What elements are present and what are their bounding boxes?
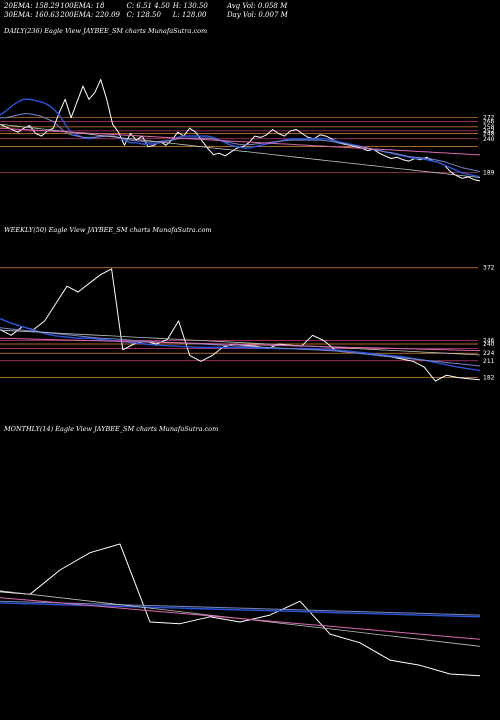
ema200-readout: 200EMA: 220.09: [60, 11, 121, 19]
daily-ema200-line: [0, 127, 481, 156]
monthly-panel-title: MONTHLY(14) Eagle View JAYBEE_SM charts …: [4, 425, 219, 433]
weekly-level-label: 211: [483, 358, 495, 365]
change-readout: C: 6.51 4.50: [126, 2, 170, 10]
ema100-readout: 100EMA: 18: [60, 2, 105, 10]
daily-level-label: 189: [483, 169, 495, 176]
header-row-2: 30EMA: 160.63 200EMA: 220.09 C: 128.50 L…: [4, 11, 288, 20]
weekly-level-label: 182: [483, 375, 495, 382]
close-readout: C: 128.50: [126, 11, 161, 19]
ema30-readout: 30EMA: 160.63: [4, 11, 60, 19]
daily-ema30-line: [0, 113, 481, 173]
daily-level-label: 252: [483, 128, 495, 135]
weekly-ema20-line: [0, 317, 481, 372]
ema20-readout: 20EMA: 158.29: [4, 2, 60, 10]
weekly-ema100-line: [0, 329, 481, 356]
weekly-ema30-line: [0, 327, 481, 367]
daily-ema20-line: [0, 98, 481, 178]
avg-vol-readout: Avg Vol: 0.058 M: [226, 2, 288, 10]
weekly-ema200-line: [0, 337, 481, 352]
weekly-level-label: 372: [483, 265, 495, 272]
daily-price-line: [0, 79, 481, 182]
monthly-ema20-line: [0, 602, 481, 618]
header-row-1: 20EMA: 158.29 100EMA: 18 C: 6.51 4.50 H:…: [4, 2, 287, 11]
high-readout: H: 130.50: [172, 2, 208, 10]
monthly-price-line: [0, 543, 481, 677]
daily-level-label: 272: [483, 115, 495, 122]
monthly-ema200-line: [0, 597, 481, 640]
monthly-chart: [0, 543, 481, 677]
low-readout: L: 128.00: [172, 11, 207, 19]
daily-level-label: 258: [483, 124, 495, 131]
daily-level-label: 248: [483, 130, 495, 137]
weekly-panel-title: WEEKLY(50) Eagle View JAYBEE_SM charts M…: [4, 226, 212, 234]
weekly-level-label: 246: [483, 338, 495, 345]
weekly-level-label: 224: [483, 350, 495, 357]
weekly-price-line: [0, 268, 481, 382]
weekly-level-label: 240: [483, 341, 495, 348]
daily-level-label: 240: [483, 136, 495, 143]
monthly-ema30-line: [0, 600, 481, 616]
daily-level-label: 266: [483, 119, 495, 126]
daily-panel-title: DAILY(236) Eagle View JAYBEE_SM charts M…: [4, 27, 208, 35]
day-vol-readout: Day Vol: 0.007 M: [226, 11, 288, 19]
